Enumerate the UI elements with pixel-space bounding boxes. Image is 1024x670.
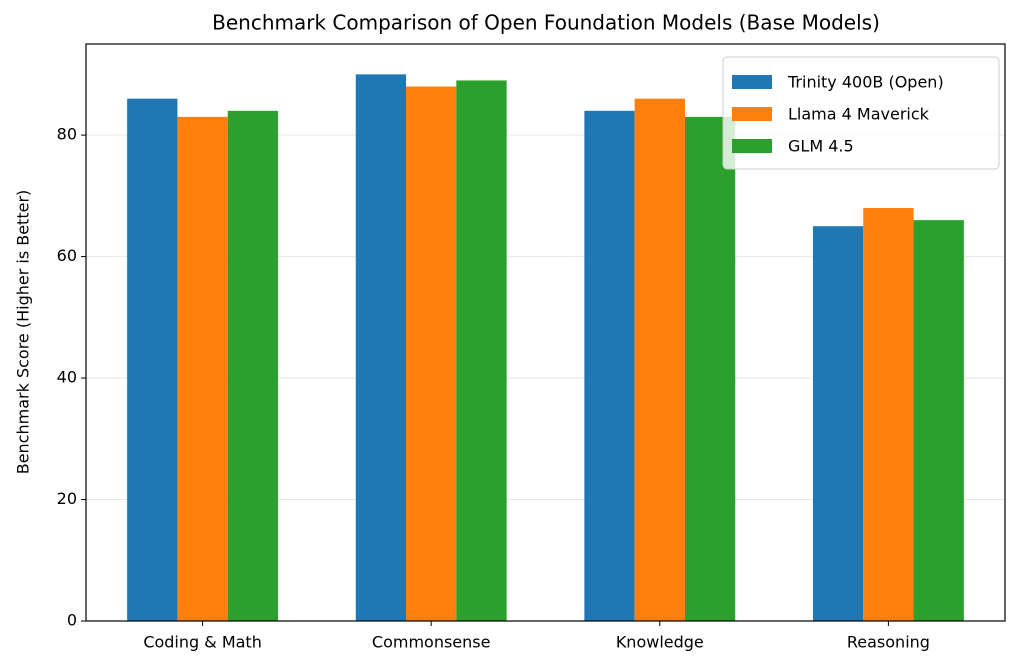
y-tick-label: 80 bbox=[57, 125, 77, 144]
legend-label: Trinity 400B (Open) bbox=[787, 73, 944, 92]
legend-label: Llama 4 Maverick bbox=[788, 105, 930, 124]
x-tick-label: Commonsense bbox=[372, 633, 491, 652]
chart-title: Benchmark Comparison of Open Foundation … bbox=[212, 11, 880, 35]
bar bbox=[355, 74, 407, 622]
bar bbox=[812, 226, 864, 622]
plot-frame bbox=[85, 43, 1006, 622]
y-axis-label: Benchmark Score (Higher is Better) bbox=[14, 190, 33, 475]
x-tick-label: Coding & Math bbox=[143, 633, 262, 652]
bar bbox=[406, 86, 457, 621]
x-tick-label: Reasoning bbox=[847, 633, 930, 652]
bar bbox=[127, 98, 178, 622]
legend: Trinity 400B (Open) Llama 4 Maverick GLM 4… bbox=[722, 56, 1000, 170]
bar bbox=[227, 110, 279, 622]
y-tick-label: 20 bbox=[57, 489, 77, 508]
x-tick-label: Knowledge bbox=[616, 633, 704, 652]
legend-swatch bbox=[732, 107, 772, 121]
y-tick-label: 0 bbox=[67, 611, 77, 630]
legend-swatch bbox=[732, 75, 772, 89]
bar bbox=[177, 116, 228, 621]
y-tick-label: 40 bbox=[57, 368, 77, 387]
legend-label: GLM 4.5 bbox=[788, 137, 854, 156]
bar bbox=[913, 220, 964, 621]
bar bbox=[863, 207, 914, 621]
legend-swatch bbox=[732, 139, 772, 153]
legend-box bbox=[722, 56, 1000, 170]
bar bbox=[584, 110, 635, 622]
bar bbox=[634, 98, 685, 622]
bar bbox=[684, 116, 736, 621]
bar bbox=[456, 80, 507, 621]
y-tick-label: 60 bbox=[57, 246, 77, 265]
